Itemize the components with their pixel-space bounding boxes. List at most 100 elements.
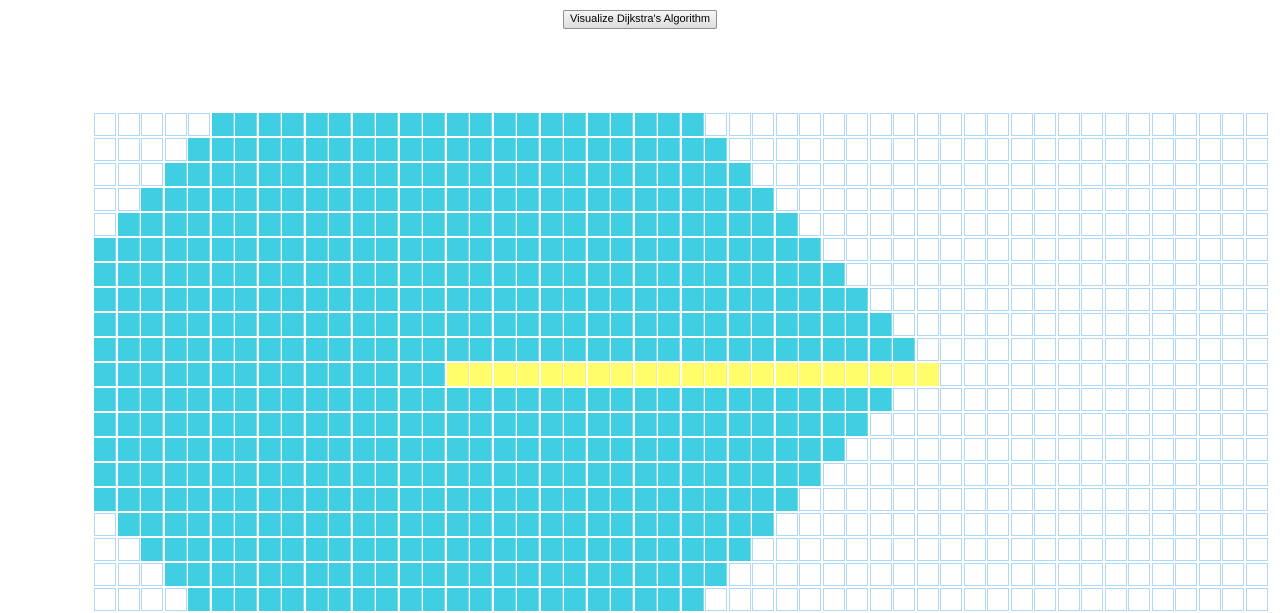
grid-node[interactable] [916,463,939,486]
grid-node-visited[interactable] [258,588,281,611]
grid-node[interactable] [1128,313,1150,336]
grid-node[interactable] [1128,363,1150,386]
grid-node[interactable] [846,538,868,561]
grid-node[interactable] [1198,588,1221,611]
grid-node-visited[interactable] [235,213,257,236]
grid-node[interactable] [1245,163,1268,186]
grid-node[interactable] [869,138,892,161]
grid-node[interactable] [1128,413,1150,436]
grid-node-visited[interactable] [705,138,727,161]
grid-node-visited[interactable] [658,413,680,436]
grid-node-visited[interactable] [728,438,751,461]
grid-node[interactable] [117,138,140,161]
grid-node-visited[interactable] [282,463,304,486]
grid-node[interactable] [1104,338,1127,361]
grid-node-visited[interactable] [141,438,163,461]
grid-node-visited[interactable] [423,388,445,411]
grid-node-visited[interactable] [493,488,516,511]
grid-node-visited[interactable] [634,313,657,336]
grid-node-visited[interactable] [775,238,798,261]
grid-node[interactable] [1198,488,1221,511]
grid-node-visited[interactable] [258,338,281,361]
grid-node[interactable] [963,138,986,161]
grid-node-visited[interactable] [423,113,445,136]
grid-node-visited[interactable] [117,263,140,286]
grid-node[interactable] [987,488,1009,511]
grid-node-visited[interactable] [446,538,469,561]
grid-node-visited[interactable] [352,113,375,136]
grid-node[interactable] [1222,513,1244,536]
grid-node[interactable] [869,288,892,311]
grid-node-visited[interactable] [775,463,798,486]
grid-node-visited[interactable] [164,513,187,536]
grid-node[interactable] [1057,513,1080,536]
grid-node-visited[interactable] [587,163,610,186]
grid-node-visited[interactable] [305,463,328,486]
grid-node-visited[interactable] [423,463,445,486]
grid-node-visited[interactable] [611,388,633,411]
grid-node-visited[interactable] [446,163,469,186]
grid-node[interactable] [141,588,163,611]
grid-node-visited[interactable] [470,463,492,486]
grid-node[interactable] [1222,588,1244,611]
grid-node-visited[interactable] [399,488,422,511]
grid-node[interactable] [987,438,1009,461]
grid-node-visited[interactable] [164,363,187,386]
grid-node[interactable] [94,163,116,186]
grid-node[interactable] [775,163,798,186]
grid-node-visited[interactable] [587,488,610,511]
grid-node[interactable] [1128,563,1150,586]
grid-node[interactable] [940,213,962,236]
grid-node[interactable] [1034,588,1056,611]
grid-node-visited[interactable] [752,513,774,536]
grid-node-visited[interactable] [564,288,586,311]
grid-node-visited[interactable] [540,538,563,561]
grid-node-visited[interactable] [446,288,469,311]
grid-node[interactable] [822,463,845,486]
grid-node-visited[interactable] [658,538,680,561]
grid-node[interactable] [1245,263,1268,286]
grid-node[interactable] [940,563,962,586]
grid-node[interactable] [822,113,845,136]
grid-node-visited[interactable] [423,163,445,186]
grid-node-visited[interactable] [352,438,375,461]
grid-node-visited[interactable] [540,113,563,136]
grid-node-visited[interactable] [399,538,422,561]
grid-node[interactable] [916,338,939,361]
grid-node[interactable] [963,113,986,136]
grid-node-visited[interactable] [752,338,774,361]
grid-node-visited[interactable] [399,338,422,361]
grid-node-visited[interactable] [188,438,210,461]
grid-node-visited[interactable] [329,588,351,611]
grid-node-visited[interactable] [164,538,187,561]
grid-node-visited[interactable] [329,288,351,311]
grid-node-visited[interactable] [587,563,610,586]
grid-node[interactable] [1151,413,1174,436]
grid-node-shortest-path[interactable] [658,363,680,386]
grid-node[interactable] [1057,213,1080,236]
grid-node-visited[interactable] [822,438,845,461]
grid-node-visited[interactable] [94,363,116,386]
grid-node-shortest-path[interactable] [822,363,845,386]
grid-node[interactable] [1104,288,1127,311]
grid-node-visited[interactable] [211,263,234,286]
grid-node-visited[interactable] [493,113,516,136]
grid-node-visited[interactable] [517,188,539,211]
grid-node-visited[interactable] [634,388,657,411]
grid-node-visited[interactable] [517,463,539,486]
grid-node[interactable] [1198,313,1221,336]
grid-node-visited[interactable] [164,413,187,436]
grid-node-visited[interactable] [822,288,845,311]
grid-node-visited[interactable] [305,263,328,286]
grid-node[interactable] [940,438,962,461]
grid-node-visited[interactable] [352,263,375,286]
grid-node-visited[interactable] [822,338,845,361]
grid-node-visited[interactable] [634,138,657,161]
grid-node[interactable] [94,563,116,586]
grid-node-visited[interactable] [282,413,304,436]
grid-node-visited[interactable] [94,413,116,436]
grid-node-visited[interactable] [681,313,704,336]
grid-node-visited[interactable] [329,113,351,136]
grid-node-visited[interactable] [611,138,633,161]
grid-node[interactable] [940,463,962,486]
